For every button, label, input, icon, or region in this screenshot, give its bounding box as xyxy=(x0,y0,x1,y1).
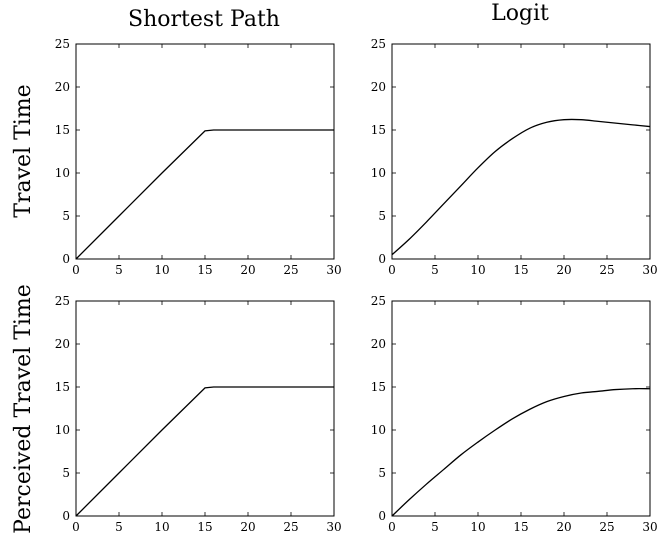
x-tick-label: 5 xyxy=(115,520,123,534)
y-tick-label: 20 xyxy=(371,337,386,351)
y-tick-label: 5 xyxy=(378,466,386,480)
x-tick-label: 5 xyxy=(431,263,439,277)
x-tick-label: 10 xyxy=(154,263,169,277)
y-tick-label: 15 xyxy=(55,123,70,137)
x-tick-label: 20 xyxy=(240,520,255,534)
x-tick-label: 0 xyxy=(72,520,80,534)
x-tick-label: 20 xyxy=(240,263,255,277)
column-title-logit: Logit xyxy=(491,1,549,26)
panel-shortest-path-perceived-travel-time: 0 5 10 15 20 25 30 0 5 10 15 20 25 xyxy=(55,294,342,534)
y-tick-label: 20 xyxy=(371,80,386,94)
x-tick-label: 25 xyxy=(283,263,298,277)
x-tick-label: 25 xyxy=(599,520,614,534)
x-tick-label: 30 xyxy=(642,263,657,277)
panel-logit-perceived-travel-time: 0 5 10 15 20 25 30 0 5 10 15 20 25 xyxy=(371,294,658,534)
series-line xyxy=(75,386,334,517)
y-tick-label: 25 xyxy=(371,294,386,308)
series-line xyxy=(391,118,651,256)
x-tick-label: 20 xyxy=(556,263,571,277)
row-title-perceived-travel-time: Perceived Travel Time xyxy=(11,284,36,534)
row-title-travel-time: Travel Time xyxy=(11,84,36,217)
plot-frame xyxy=(391,43,651,260)
y-tick-label: 10 xyxy=(371,423,386,437)
x-tick-label: 5 xyxy=(115,263,123,277)
y-tick-label: 15 xyxy=(371,380,386,394)
panel-shortest-path-travel-time: 0 5 10 15 20 25 30 0 5 10 15 20 25 xyxy=(55,37,342,277)
column-title-shortest-path: Shortest Path xyxy=(128,7,280,32)
x-tick-label: 30 xyxy=(326,520,341,534)
plot-frame xyxy=(75,43,335,260)
x-tick-label: 15 xyxy=(513,520,528,534)
x-tick-label: 0 xyxy=(72,263,80,277)
y-tick-label: 10 xyxy=(371,166,386,180)
y-tick-label: 0 xyxy=(378,509,386,523)
y-tick-label: 20 xyxy=(55,337,70,351)
x-tick-label: 0 xyxy=(388,520,396,534)
x-tick-label: 15 xyxy=(197,263,212,277)
y-tick-label: 10 xyxy=(55,166,70,180)
y-tick-label: 0 xyxy=(62,509,70,523)
y-tick-label: 5 xyxy=(62,466,70,480)
y-tick-label: 20 xyxy=(55,80,70,94)
y-tick-label: 25 xyxy=(55,37,70,51)
series-line xyxy=(75,129,334,260)
panels: 0 5 10 15 20 25 30 0 5 10 15 20 25 0 5 10 15 20 25 30 0 5 10 15… xyxy=(55,37,658,534)
y-tick-label: 10 xyxy=(55,423,70,437)
y-tick-label: 5 xyxy=(62,209,70,223)
plot-frame xyxy=(75,300,335,517)
x-tick-label: 10 xyxy=(154,520,169,534)
x-tick-label: 20 xyxy=(556,520,571,534)
y-tick-label: 0 xyxy=(62,252,70,266)
y-tick-label: 5 xyxy=(378,209,386,223)
x-tick-label: 10 xyxy=(470,263,485,277)
x-tick-label: 25 xyxy=(599,263,614,277)
y-tick-label: 15 xyxy=(55,380,70,394)
y-tick-label: 0 xyxy=(378,252,386,266)
x-tick-label: 10 xyxy=(470,520,485,534)
x-tick-label: 15 xyxy=(197,520,212,534)
series-line xyxy=(391,388,651,517)
plot-frame xyxy=(391,300,651,517)
x-tick-label: 25 xyxy=(283,520,298,534)
y-tick-label: 15 xyxy=(371,123,386,137)
x-tick-label: 30 xyxy=(326,263,341,277)
x-tick-label: 5 xyxy=(431,520,439,534)
y-tick-label: 25 xyxy=(371,37,386,51)
x-tick-label: 0 xyxy=(388,263,396,277)
y-tick-label: 25 xyxy=(55,294,70,308)
x-tick-label: 15 xyxy=(513,263,528,277)
panel-logit-travel-time: 0 5 10 15 20 25 30 0 5 10 15 20 25 xyxy=(371,37,658,277)
x-tick-label: 30 xyxy=(642,520,657,534)
